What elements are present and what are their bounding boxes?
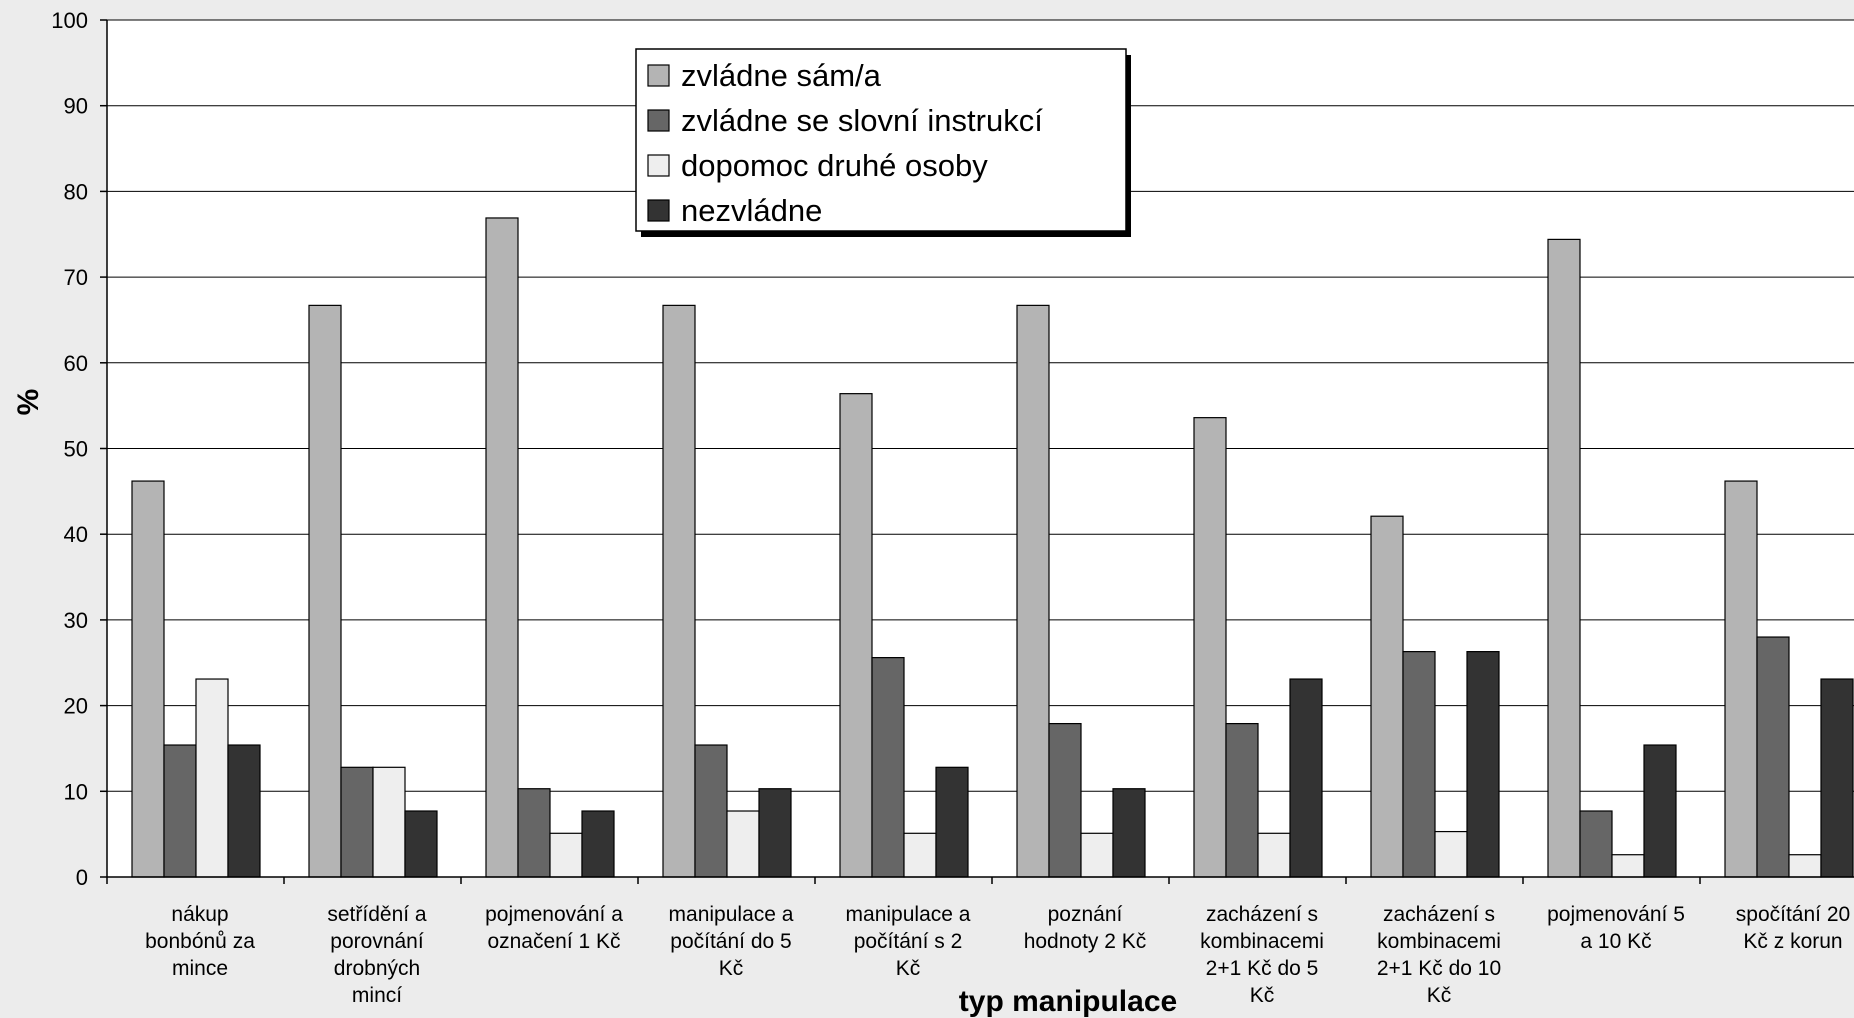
bar bbox=[1257, 832, 1291, 878]
bar bbox=[517, 788, 551, 878]
bar bbox=[1756, 636, 1790, 878]
bar bbox=[131, 480, 165, 878]
x-category-label: Kč bbox=[1250, 984, 1275, 1007]
bar bbox=[839, 393, 873, 878]
bar bbox=[871, 657, 905, 878]
y-tick-label: 100 bbox=[51, 8, 88, 33]
x-category-label: 2+1 Kč do 10 bbox=[1377, 957, 1501, 980]
x-category-label: mince bbox=[172, 957, 228, 980]
bar bbox=[227, 744, 261, 878]
bar bbox=[1643, 744, 1677, 878]
x-category-label: kombinacemi bbox=[1200, 930, 1324, 953]
bar bbox=[694, 744, 728, 878]
legend-label: zvládne sám/a bbox=[681, 58, 882, 93]
y-tick-label: 30 bbox=[64, 608, 88, 633]
legend-items: zvládne sám/a zvládne se slovní instrukcí… bbox=[647, 58, 1043, 228]
legend-swatch bbox=[647, 199, 670, 222]
bar bbox=[1080, 832, 1114, 878]
legend: zvládne sám/a zvládne se slovní instrukcí… bbox=[635, 48, 1131, 237]
bar bbox=[1016, 304, 1050, 878]
bar bbox=[1724, 480, 1758, 878]
x-category-label: manipulace a bbox=[846, 903, 971, 926]
bar bbox=[1466, 651, 1500, 878]
y-tick-label: 0 bbox=[76, 865, 88, 890]
x-category-label: porovnání bbox=[330, 930, 424, 953]
y-tick-label: 60 bbox=[64, 351, 88, 376]
bar bbox=[903, 832, 937, 878]
x-category-label: pojmenování a bbox=[485, 903, 623, 926]
bar bbox=[1402, 651, 1436, 878]
bar bbox=[1112, 788, 1146, 878]
bar bbox=[1370, 515, 1404, 878]
x-category-label: hodnoty 2 Kč bbox=[1024, 930, 1147, 953]
legend-label: zvládne se slovní instrukcí bbox=[681, 103, 1043, 138]
bar bbox=[662, 304, 696, 878]
x-category-label: počítání s 2 bbox=[854, 930, 963, 953]
x-category-label: mincí bbox=[352, 984, 402, 1007]
y-tick-labels: 0 10 20 30 40 50 60 70 80 90 100 bbox=[51, 8, 107, 890]
bar bbox=[935, 766, 969, 878]
bar bbox=[340, 766, 374, 878]
x-category-label: spočítání 20 bbox=[1736, 903, 1850, 926]
bar bbox=[1547, 238, 1581, 878]
x-category-label: zacházení s bbox=[1206, 903, 1318, 926]
bar bbox=[1579, 810, 1613, 878]
x-category-label: 2+1 Kč do 5 bbox=[1206, 957, 1319, 980]
bar bbox=[1225, 722, 1259, 878]
bars bbox=[106, 217, 1854, 884]
legend-swatch bbox=[647, 64, 670, 87]
x-category-label: pojmenování 5 bbox=[1547, 903, 1685, 926]
x-category-label: Kč bbox=[1427, 984, 1452, 1007]
x-category-label: setřídění a bbox=[327, 903, 427, 926]
x-category-label: bonbónů za bbox=[145, 930, 255, 953]
y-tick-label: 70 bbox=[64, 265, 88, 290]
y-tick-label: 50 bbox=[64, 437, 88, 462]
x-category-label: manipulace a bbox=[669, 903, 794, 926]
x-category-label: Kč bbox=[896, 957, 921, 980]
x-category-label: nákup bbox=[171, 903, 228, 926]
y-tick-label: 90 bbox=[64, 94, 88, 119]
bar bbox=[1193, 417, 1227, 878]
bar bbox=[758, 788, 792, 878]
bar bbox=[1289, 678, 1323, 878]
x-category-labels: nákup bonbónů za mince setřídění a porovnání… bbox=[145, 903, 1850, 1007]
x-category-label: zacházení s bbox=[1383, 903, 1495, 926]
bar bbox=[308, 304, 342, 878]
legend-swatch bbox=[647, 109, 670, 132]
y-tick-label: 10 bbox=[64, 779, 88, 804]
x-category-label: drobných bbox=[334, 957, 420, 980]
legend-swatch bbox=[647, 154, 670, 177]
bar bbox=[404, 810, 438, 878]
bar bbox=[726, 810, 760, 878]
x-category-label: Kč z korun bbox=[1743, 930, 1842, 953]
y-tick-label: 40 bbox=[64, 522, 88, 547]
x-category-label: počítání do 5 bbox=[670, 930, 791, 953]
y-tick-label: 80 bbox=[64, 179, 88, 204]
bar bbox=[163, 744, 197, 878]
bar bbox=[485, 217, 519, 878]
bar bbox=[581, 810, 615, 878]
bar bbox=[1820, 678, 1854, 878]
x-category-label: poznání bbox=[1048, 903, 1123, 926]
x-category-label: Kč bbox=[719, 957, 744, 980]
bar bbox=[549, 832, 583, 878]
x-category-label: označení 1 Kč bbox=[487, 930, 620, 953]
x-category-label: a 10 Kč bbox=[1580, 930, 1651, 953]
bar bbox=[1788, 854, 1822, 878]
bar bbox=[1048, 722, 1082, 878]
legend-label: dopomoc druhé osoby bbox=[681, 148, 988, 183]
x-axis-title: typ manipulace bbox=[959, 985, 1177, 1018]
bar bbox=[195, 678, 229, 878]
bar bbox=[1611, 854, 1645, 878]
x-category-label: kombinacemi bbox=[1377, 930, 1501, 953]
legend-label: nezvládne bbox=[681, 193, 822, 228]
y-tick-label: 20 bbox=[64, 694, 88, 719]
bar bbox=[372, 766, 406, 878]
legend-box bbox=[635, 48, 1127, 232]
bar bbox=[1434, 830, 1468, 878]
y-axis-title: % bbox=[12, 389, 45, 416]
